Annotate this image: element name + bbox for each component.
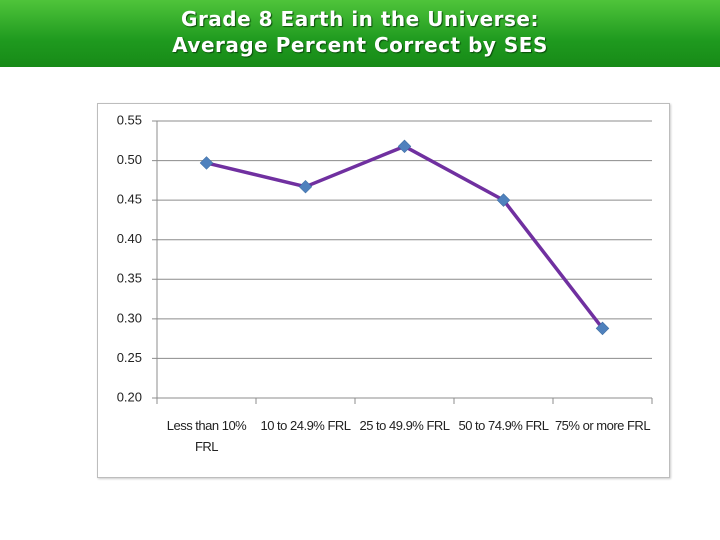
marker: [496, 193, 511, 207]
chart-frame: [97, 103, 670, 478]
chart-title: Grade 8 Earth in the Universe:: [181, 7, 539, 31]
x-tick-label: 50 to 74.9% FRL: [458, 418, 549, 433]
marker: [199, 156, 214, 170]
y-tick-label: 0.45: [117, 192, 142, 207]
y-tick-label: 0.50: [117, 152, 142, 167]
y-tick-label: 0.55: [117, 112, 142, 127]
y-tick-label: 0.35: [117, 271, 142, 286]
x-tick-label: 75% or more FRL: [554, 418, 651, 433]
marker: [595, 321, 610, 336]
y-tick-label: 0.30: [117, 310, 142, 325]
header: Grade 8 Earth in the Universe: Average P…: [0, 0, 720, 67]
x-tick-label: 25 to 49.9% FRL: [359, 418, 450, 433]
x-tick-label: 10 to 24.9% FRL: [260, 418, 351, 433]
y-tick-label: 0.40: [117, 231, 142, 246]
x-tick-label: Less than 10% FRL: [166, 418, 247, 454]
line: [206, 144, 604, 330]
marker: [298, 179, 313, 194]
chart-subtitle: Average Percent Correct by SES: [172, 33, 548, 57]
y-tick-label: 0.25: [117, 350, 142, 365]
marker: [397, 139, 412, 154]
y-tick-label: 0.20: [117, 389, 142, 404]
